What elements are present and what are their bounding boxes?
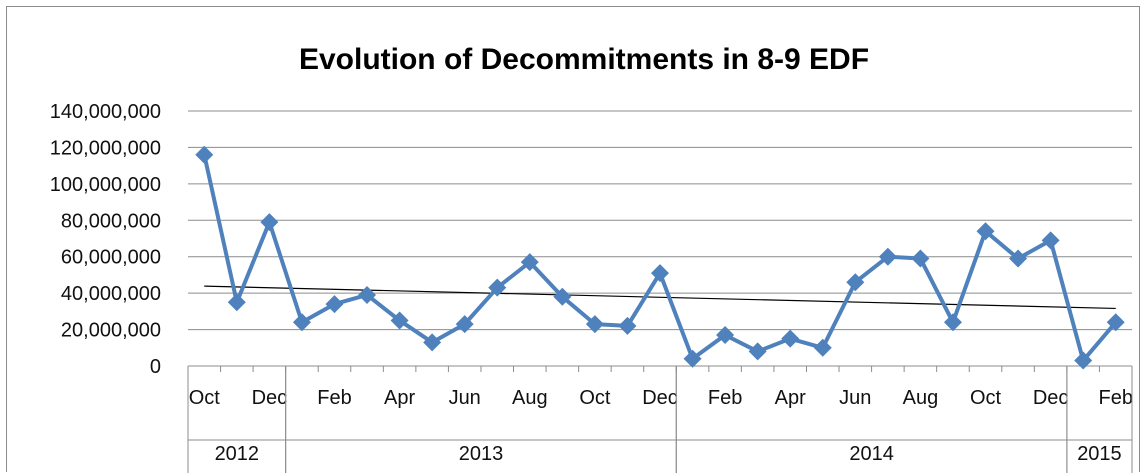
data-point — [813, 338, 832, 357]
data-point — [781, 329, 800, 348]
x-tick-label: Dec — [642, 387, 678, 409]
data-point — [1041, 231, 1060, 250]
trendline — [204, 285, 1116, 310]
x-tick-label: Dec — [1033, 387, 1069, 409]
data-point — [976, 222, 995, 241]
data-point — [878, 247, 897, 266]
y-tick-label: 20,000,000 — [61, 320, 161, 342]
y-tick-label: 60,000,000 — [61, 247, 161, 269]
chart-frame: Evolution of Decommitments in 8-9 EDF 0 2… — [6, 6, 1140, 473]
year-label: 2013 — [459, 443, 504, 465]
x-tick-label: Dec — [252, 387, 288, 409]
year-label: 2015 — [1077, 443, 1122, 465]
year-label: 2014 — [849, 443, 894, 465]
data-point — [358, 285, 377, 304]
y-tick-label: 120,000,000 — [50, 137, 161, 159]
data-point — [488, 278, 507, 297]
series-layer — [195, 145, 1125, 370]
x-tick-label: Apr — [384, 387, 415, 409]
x-tick-label: Aug — [903, 387, 939, 409]
y-tick-label: 140,000,000 — [50, 101, 161, 123]
x-axis: Oct Dec Feb Apr Jun Aug Oct Dec Feb Apr Jun Aug Oct D… — [187, 366, 1133, 473]
data-point — [390, 311, 409, 330]
y-axis-tick-labels: 0 20,000,000 40,000,000 60,000,000 80,000,00… — [50, 101, 161, 378]
x-tick-label: Feb — [1098, 387, 1132, 409]
data-point — [423, 333, 442, 352]
data-point — [455, 315, 474, 334]
data-point — [325, 295, 344, 314]
x-tick-label: Oct — [970, 387, 1002, 409]
gridlines — [188, 110, 1132, 367]
data-point — [260, 213, 279, 232]
x-tick-label: Feb — [317, 387, 351, 409]
data-point — [227, 293, 246, 312]
year-label: 2012 — [215, 443, 260, 465]
chart-title: Evolution of Decommitments in 8-9 EDF — [299, 43, 869, 76]
x-tick-label: Apr — [775, 387, 806, 409]
y-tick-label: 80,000,000 — [61, 210, 161, 232]
x-tick-label: Jun — [839, 387, 871, 409]
data-point — [943, 313, 962, 332]
data-point — [846, 273, 865, 292]
x-tick-label: Oct — [579, 387, 611, 409]
data-point — [716, 326, 735, 345]
data-point — [1074, 351, 1093, 370]
data-point — [911, 249, 930, 268]
data-point — [1106, 313, 1125, 332]
x-tick-label: Aug — [512, 387, 548, 409]
line-chart: Evolution of Decommitments in 8-9 EDF 0 2… — [50, 43, 1133, 473]
data-point — [618, 316, 637, 335]
data-point — [748, 342, 767, 361]
y-tick-label: 100,000,000 — [50, 174, 161, 196]
data-point — [195, 145, 214, 164]
x-tick-label: Oct — [189, 387, 221, 409]
data-point — [292, 313, 311, 332]
data-point — [651, 264, 669, 283]
x-tick-label: Feb — [708, 387, 742, 409]
y-tick-label: 0 — [150, 356, 161, 378]
data-point — [683, 349, 702, 368]
data-point — [1009, 249, 1028, 268]
data-point — [553, 287, 572, 306]
data-point — [585, 315, 604, 334]
y-tick-label: 40,000,000 — [61, 283, 161, 305]
trendline — [204, 285, 1116, 310]
x-tick-label: Jun — [449, 387, 481, 409]
